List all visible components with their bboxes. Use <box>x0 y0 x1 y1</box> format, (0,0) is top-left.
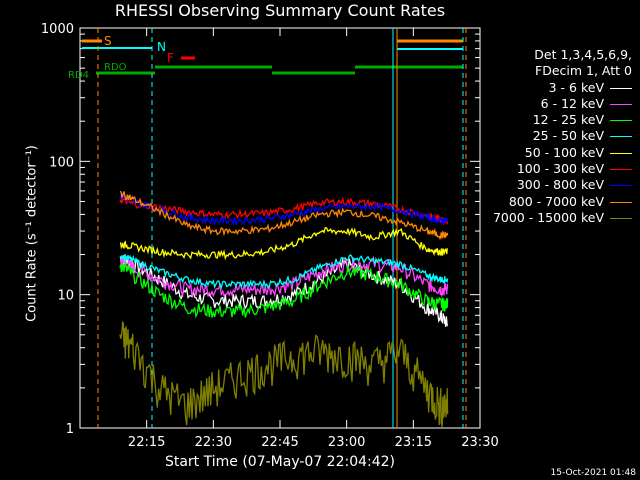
legend-entry: 12 - 25 keV <box>482 112 632 128</box>
x-tick-label: 22:15 <box>128 435 165 450</box>
legend-entry: 25 - 50 keV <box>482 128 632 144</box>
legend-header-1: Det 1,3,4,5,6,9, <box>534 47 632 62</box>
x-tick-label: 22:45 <box>261 435 298 450</box>
series-line-2 <box>119 261 449 319</box>
legend-entry-label: 50 - 100 keV <box>524 144 604 160</box>
annotation-F: F <box>167 51 174 65</box>
legend-entry-swatch <box>610 185 632 187</box>
y-tick-label: 1000 <box>41 22 74 37</box>
legend-entry-label: 100 - 300 keV <box>516 161 604 177</box>
y-tick-label: 1 <box>66 422 74 437</box>
legend-entry-swatch <box>610 136 632 138</box>
y-tick-label: 10 <box>57 289 74 304</box>
series-line-3 <box>119 254 449 290</box>
legend-entry: 7000 - 15000 keV <box>482 210 632 226</box>
legend-entry: 6 - 12 keV <box>482 96 632 112</box>
legend-entry-label: 3 - 6 keV <box>548 79 604 95</box>
legend-entry: 300 - 800 keV <box>482 177 632 193</box>
series-line-1 <box>119 255 449 298</box>
legend-entry-swatch <box>610 87 632 89</box>
y-axis-label: Count Rate (s⁻¹ detector⁻¹) <box>24 145 40 322</box>
legend-entry: 3 - 6 keV <box>482 80 632 96</box>
legend-entry-label: 800 - 7000 keV <box>508 193 604 209</box>
chart-legend: Det 1,3,4,5,6,9, FDecim 1, Att 0 3 - 6 k… <box>482 47 632 226</box>
footer-timestamp: 15-Oct-2021 01:48 <box>550 468 636 478</box>
x-axis-label: Start Time (07-May-07 22:04:42) <box>164 454 396 470</box>
series-line-6 <box>119 192 449 227</box>
legend-entry: 50 - 100 keV <box>482 145 632 161</box>
legend-entry-label: 12 - 25 keV <box>532 112 604 128</box>
annotation-N: N <box>157 40 166 54</box>
annotation-RDO: RDO <box>104 62 127 73</box>
series-line-7 <box>119 190 449 241</box>
x-tick-label: 23:15 <box>395 435 432 450</box>
legend-entry-swatch <box>610 103 632 105</box>
legend-entry-swatch <box>610 217 632 219</box>
annotation-S: S <box>104 34 112 48</box>
legend-entry-label: 300 - 800 keV <box>516 177 604 193</box>
x-tick-label: 23:30 <box>461 435 498 450</box>
y-tick-label: 100 <box>49 155 74 170</box>
annotation-RD4: RD4 <box>68 70 89 81</box>
legend-entry-label: 25 - 50 keV <box>532 128 604 144</box>
legend-entry: 100 - 300 keV <box>482 161 632 177</box>
legend-header-2: FDecim 1, Att 0 <box>535 63 632 79</box>
x-tick-label: 23:00 <box>328 435 365 450</box>
series-line-4 <box>119 226 448 261</box>
legend-entry-swatch <box>610 169 632 171</box>
chart-title: RHESSI Observing Summary Count Rates <box>114 1 446 20</box>
legend-entry-label: 6 - 12 keV <box>540 95 604 111</box>
legend-entry-swatch <box>610 201 632 203</box>
legend-entry-label: 7000 - 15000 keV <box>492 209 604 225</box>
legend-entry-swatch <box>610 152 632 154</box>
x-tick-label: 22:30 <box>195 435 232 450</box>
series-line-8 <box>119 321 449 427</box>
legend-entry-swatch <box>610 120 632 122</box>
legend-entry: 800 - 7000 keV <box>482 194 632 210</box>
